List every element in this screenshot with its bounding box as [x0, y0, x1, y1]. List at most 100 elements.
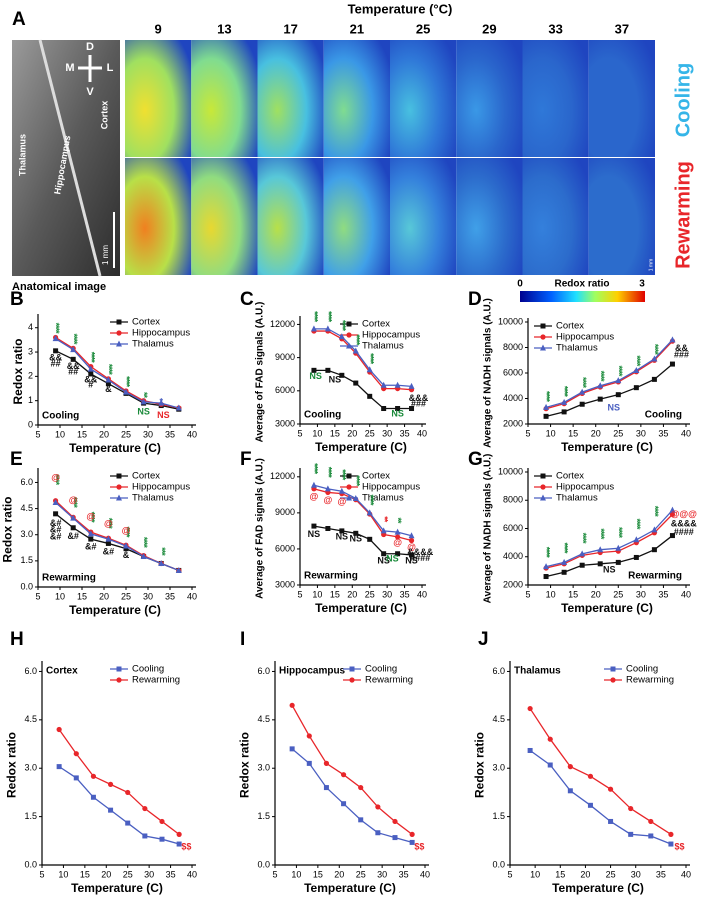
- point: [651, 355, 658, 362]
- point: [547, 736, 553, 742]
- x-tick-label: 35: [400, 589, 410, 599]
- point: [159, 836, 165, 842]
- point: [340, 772, 347, 778]
- point: [394, 528, 401, 535]
- point: [561, 409, 567, 415]
- x-tick-label: 35: [399, 869, 409, 879]
- point: [375, 804, 381, 810]
- point: [306, 733, 312, 739]
- legend-marker: [116, 494, 122, 501]
- panel-letter: B: [10, 289, 24, 310]
- x-tick-label: 25: [365, 428, 375, 438]
- point: [358, 784, 364, 791]
- annotation: ****: [596, 371, 606, 383]
- point: [597, 546, 604, 553]
- scale-label: 1 mm: [648, 259, 654, 272]
- point: [395, 406, 401, 412]
- legend-label: Rewarming: [132, 675, 180, 686]
- x-tick-label: 15: [77, 591, 87, 601]
- point: [543, 403, 550, 410]
- panel-letter: H: [10, 629, 24, 650]
- annotation: @: [104, 519, 113, 529]
- y-tick-label: 2: [28, 371, 33, 381]
- point: [158, 399, 165, 406]
- corner-label: Cooling: [645, 410, 682, 421]
- point: [408, 537, 415, 544]
- legend-marker: [116, 666, 122, 672]
- annotation: ****: [310, 311, 320, 323]
- annotation: ###: [411, 398, 426, 408]
- y-axis-label: Redox ratio: [473, 732, 487, 798]
- point: [409, 831, 415, 837]
- legend-label: Hippocampus: [556, 482, 614, 493]
- legend-label: Rewarming: [365, 675, 413, 686]
- point: [561, 398, 568, 405]
- y-tick-label: 1.5: [20, 555, 33, 565]
- x-tick-label: 10: [312, 428, 322, 438]
- point: [408, 532, 415, 539]
- point: [409, 552, 415, 558]
- point: [579, 562, 585, 568]
- anatomical-image: [12, 40, 120, 276]
- annotation: ****: [122, 526, 132, 538]
- annotation: ****: [51, 323, 61, 335]
- point: [633, 536, 640, 543]
- point: [367, 393, 373, 399]
- point: [175, 566, 182, 573]
- annotation: &#: [67, 531, 79, 541]
- annotation: ####: [410, 553, 430, 563]
- annotation: $$: [181, 842, 191, 852]
- heatmap-image: [191, 40, 258, 157]
- legend-marker: [116, 677, 122, 683]
- point: [527, 747, 533, 753]
- x-tick-label: 30: [377, 869, 387, 879]
- x-tick-label: 15: [77, 429, 87, 439]
- legend-marker: [540, 344, 546, 351]
- point: [579, 401, 585, 407]
- annotation: ****: [542, 547, 552, 559]
- x-tick-label: 15: [555, 869, 565, 879]
- x-tick-label: 35: [658, 428, 668, 438]
- x-tick-label: 20: [591, 589, 601, 599]
- point: [53, 511, 59, 517]
- point: [53, 348, 59, 354]
- point: [56, 764, 62, 770]
- y-tick-label: 6000: [503, 523, 523, 533]
- annotation: @: [86, 512, 95, 522]
- legend-marker: [116, 330, 122, 336]
- annotation: NS: [603, 565, 616, 575]
- legend-label: Rewarming: [626, 675, 674, 686]
- legend-label: Hippocampus: [556, 332, 614, 343]
- x-tick-label: 40: [187, 869, 197, 879]
- point: [409, 839, 415, 845]
- annotation: &&&: [409, 393, 429, 403]
- y-tick-label: 2000: [503, 579, 523, 589]
- legend-marker: [116, 340, 122, 347]
- point: [633, 385, 639, 391]
- x-tick-label: 35: [165, 429, 175, 439]
- colorbar-max: 3: [639, 279, 645, 290]
- point: [375, 830, 381, 836]
- y-axis-label: Average of NADH signals (A.U.): [483, 454, 494, 604]
- point: [543, 563, 550, 570]
- series-line: [545, 339, 673, 409]
- y-tick-label: 8000: [503, 495, 523, 505]
- legend-label: Thalamus: [362, 493, 404, 504]
- x-tick-label: 5: [297, 589, 302, 599]
- x-axis-label: Temperature (C): [69, 441, 161, 455]
- annotation: @: [122, 526, 131, 536]
- point: [353, 530, 359, 536]
- annotation: ****: [650, 344, 660, 356]
- x-tick-label: 25: [365, 589, 375, 599]
- x-tick-label: 5: [297, 428, 302, 438]
- point: [289, 746, 295, 752]
- annotation: $$: [674, 842, 684, 852]
- series-line: [545, 363, 673, 417]
- y-tick-label: 3: [28, 346, 33, 356]
- point: [628, 831, 634, 837]
- y-axis-label: Redox ratio: [238, 732, 252, 798]
- point: [669, 336, 676, 343]
- point: [140, 398, 147, 405]
- annotation: ****: [365, 353, 375, 365]
- corner-label: Cooling: [304, 410, 341, 421]
